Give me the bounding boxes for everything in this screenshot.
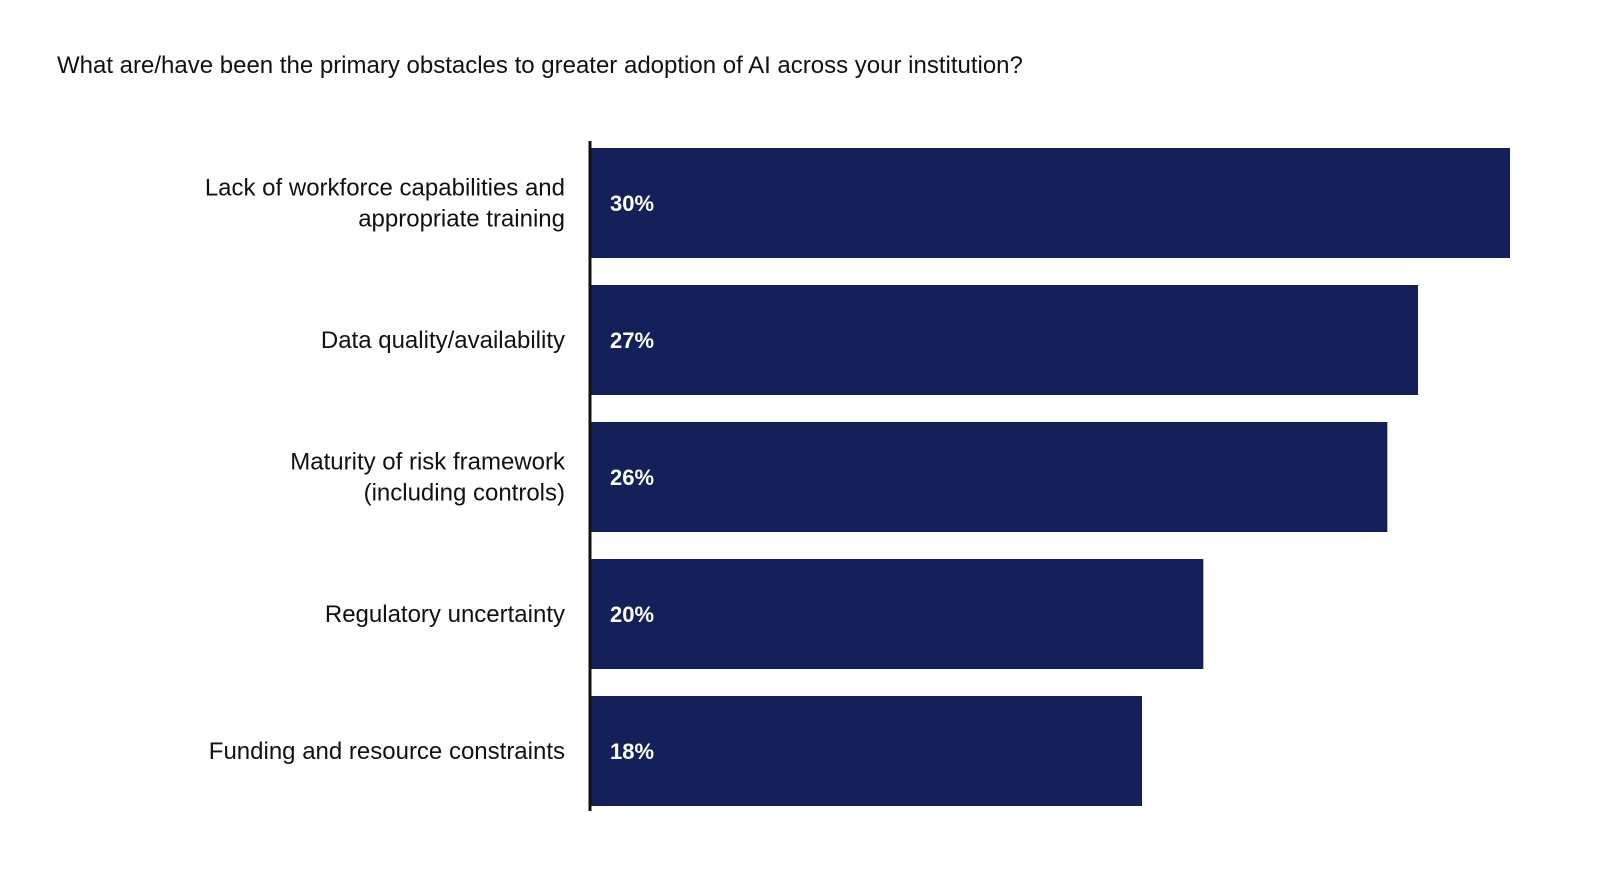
bar-2 — [590, 285, 1418, 395]
bars-layer — [590, 148, 1510, 806]
category-label-5-line-1: Funding and resource constraints — [209, 738, 565, 765]
value-label-2: 27% — [610, 328, 654, 353]
category-labels-layer: Lack of workforce capabilities and approp… — [205, 175, 566, 766]
bar-1 — [590, 148, 1510, 258]
category-label-2-line-1: Data quality/availability — [321, 327, 565, 354]
category-label-1-line-2: appropriate training — [358, 206, 565, 233]
value-label-5: 18% — [610, 739, 654, 764]
value-label-3: 26% — [610, 465, 654, 490]
bar-3 — [590, 422, 1388, 532]
bar-4 — [590, 559, 1204, 669]
value-label-4: 20% — [610, 602, 654, 627]
value-labels-layer: 30% 27% 26% 20% 18% — [610, 191, 654, 764]
chart-title: What are/have been the primary obstacles… — [57, 52, 1023, 79]
category-label-1-line-1: Lack of workforce capabilities and — [205, 175, 565, 202]
value-label-1: 30% — [610, 191, 654, 216]
category-label-4-line-1: Regulatory uncertainty — [325, 601, 565, 628]
category-label-3-line-1: Maturity of risk framework — [290, 449, 566, 476]
bar-5 — [590, 696, 1142, 806]
category-label-3-line-2: (including controls) — [364, 480, 565, 507]
